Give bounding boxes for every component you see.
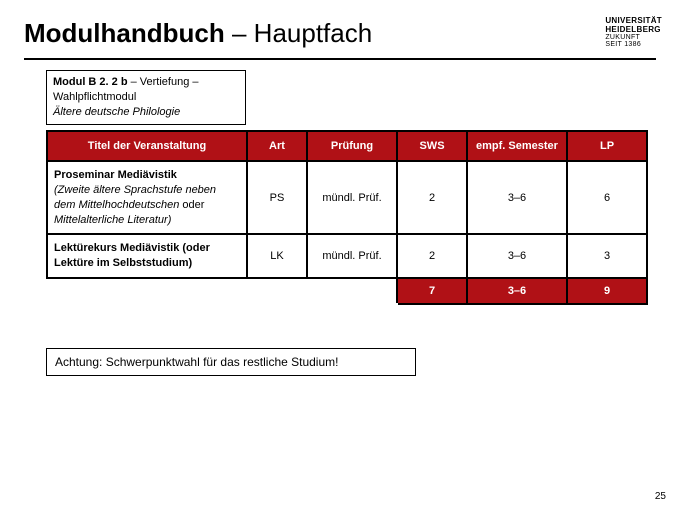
row-label: Proseminar Mediävistik (Zweite ältere Sp… [47,161,247,234]
title-sub: Hauptfach [254,18,373,48]
table-header-row: Titel der Veranstaltung Art Prüfung SWS … [47,131,647,161]
logo-line3: ZUKUNFT [605,34,662,41]
col-art: Art [247,131,307,161]
logo-line4: SEIT 1386 [605,41,662,48]
title-main: Modulhandbuch [24,18,225,48]
row-lp: 6 [567,161,647,234]
row-label: Lektürekurs Mediävistik (oder Lektüre im… [47,234,247,278]
row-label-strong: Lektürekurs Mediävistik (oder Lektüre im… [54,242,210,269]
row-sws: 2 [397,234,467,278]
slide-title: Modulhandbuch – Hauptfach [24,18,372,49]
title-sep: – [225,18,254,48]
footer-semester: 3–6 [467,278,567,304]
table-row: Proseminar Mediävistik (Zweite ältere Sp… [47,161,647,234]
note-box: Achtung: Schwerpunktwahl für das restlic… [46,348,416,376]
module-vert: – Vertiefung – [128,76,199,88]
module-box: Modul B 2. 2 b – Vertiefung – Wahlpflich… [46,70,246,125]
page-number: 25 [655,491,666,502]
row-semester: 3–6 [467,161,567,234]
title-divider [24,58,656,60]
col-title: Titel der Veranstaltung [47,131,247,161]
table-footer-row: 7 3–6 9 [47,278,647,304]
row-label-or: oder [179,199,204,211]
footer-blank [47,278,397,304]
col-pruefung: Prüfung [307,131,397,161]
module-subject: Ältere deutsche Philologie [53,105,239,120]
col-lp: LP [567,131,647,161]
col-sws: SWS [397,131,467,161]
note-text: Achtung: Schwerpunktwahl für das restlic… [55,355,338,369]
row-pruefung: mündl. Prüf. [307,161,397,234]
row-sws: 2 [397,161,467,234]
footer-lp: 9 [567,278,647,304]
footer-sws: 7 [397,278,467,304]
row-art: LK [247,234,307,278]
logo-line1: UNIVERSITÄT [605,16,662,25]
row-semester: 3–6 [467,234,567,278]
row-label-italic2: Mittelalterliche Literatur) [54,214,171,226]
module-type: Wahlpflichtmodul [53,90,239,105]
module-table: Titel der Veranstaltung Art Prüfung SWS … [46,130,648,305]
col-semester: empf. Semester [467,131,567,161]
logo-line2: HEIDELBERG [605,25,662,34]
university-logo: UNIVERSITÄT HEIDELBERG ZUKUNFT SEIT 1386 [605,16,662,48]
row-label-strong: Proseminar Mediävistik [54,169,177,181]
module-code: Modul B 2. 2 b [53,76,128,88]
table-row: Lektürekurs Mediävistik (oder Lektüre im… [47,234,647,278]
row-lp: 3 [567,234,647,278]
row-pruefung: mündl. Prüf. [307,234,397,278]
row-art: PS [247,161,307,234]
